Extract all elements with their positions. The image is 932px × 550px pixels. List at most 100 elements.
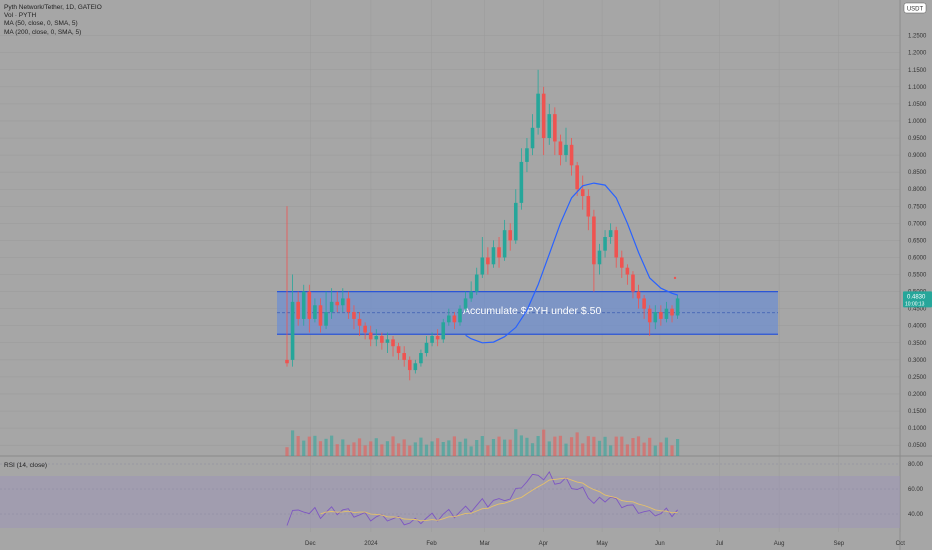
symbol-label[interactable]: Pyth Network/Tether, 1D, GATEIO (4, 4, 102, 11)
candle-body[interactable] (647, 308, 652, 323)
volume-label[interactable]: Vol · PYTH (4, 12, 37, 20)
candle-body[interactable] (659, 312, 663, 319)
candle-body[interactable] (586, 196, 591, 217)
candle-body[interactable] (664, 308, 669, 319)
candle-body[interactable] (614, 230, 619, 258)
volume-bar (547, 441, 551, 456)
candle-body[interactable] (357, 318, 362, 326)
candle-body[interactable] (486, 257, 490, 265)
currency-badge[interactable] (903, 2, 927, 14)
candle-body[interactable] (374, 335, 379, 340)
candle-body[interactable] (620, 257, 624, 268)
volume-bar (659, 442, 663, 456)
candle-body[interactable] (558, 141, 563, 156)
candle-body[interactable] (541, 93, 546, 139)
volume-bar (519, 435, 523, 456)
candle-body[interactable] (463, 298, 468, 309)
candle-body[interactable] (592, 216, 596, 265)
candle-body[interactable] (402, 353, 406, 360)
candle-body[interactable] (603, 237, 607, 251)
chart-legend: Pyth Network/Tether, 1D, GATEIO Vol · PY… (4, 4, 102, 37)
candle-body[interactable] (329, 301, 334, 313)
candle-body[interactable] (385, 339, 390, 343)
candle-body[interactable] (363, 325, 367, 333)
candle-body[interactable] (502, 230, 507, 258)
candle-body[interactable] (625, 267, 630, 275)
candle-body[interactable] (447, 315, 451, 323)
candle-body[interactable] (435, 335, 440, 340)
candle-body[interactable] (296, 301, 300, 319)
candle-body[interactable] (564, 144, 568, 156)
candle-body[interactable] (458, 308, 462, 323)
candle-body[interactable] (318, 305, 323, 326)
candle-body[interactable] (642, 298, 646, 309)
rsi-line[interactable] (286, 470, 678, 526)
volume-bar (480, 436, 484, 456)
candle-body[interactable] (636, 291, 641, 299)
candle-body[interactable] (324, 312, 328, 326)
candle-body[interactable] (441, 322, 446, 340)
candle-body[interactable] (307, 291, 312, 319)
volume-bar (335, 444, 339, 456)
candle-body[interactable] (424, 342, 429, 354)
candle-body[interactable] (290, 301, 295, 360)
candle-body[interactable] (407, 359, 412, 371)
candle-body[interactable] (519, 161, 524, 203)
candle-body[interactable] (547, 114, 552, 139)
candle-body[interactable] (341, 298, 345, 306)
candle-body[interactable] (285, 359, 289, 364)
volume-bar (642, 442, 646, 456)
candle-body[interactable] (413, 363, 418, 371)
y-tick-label: 1.1500 (908, 68, 927, 74)
candle-body[interactable] (480, 257, 485, 275)
candle-body[interactable] (491, 247, 496, 265)
ma-line[interactable] (465, 182, 678, 344)
rsi-legend[interactable]: RSI (14, close) (4, 462, 47, 469)
candle-body[interactable] (391, 339, 395, 347)
candle-body[interactable] (653, 312, 658, 323)
candle-body[interactable] (474, 274, 479, 292)
candle-body[interactable] (513, 202, 518, 241)
volume-bar (385, 441, 390, 456)
candle-body[interactable] (497, 247, 501, 258)
candle-body[interactable] (380, 335, 384, 343)
volume-bar (452, 436, 456, 456)
candle-body[interactable] (313, 305, 317, 319)
volume-bar (514, 429, 518, 456)
candle-body[interactable] (352, 312, 356, 319)
candle-body[interactable] (553, 114, 557, 142)
volume-bar (436, 438, 440, 456)
candle-body[interactable] (452, 315, 457, 323)
candle-body[interactable] (469, 291, 473, 299)
volume-bar (302, 440, 306, 456)
candle-body[interactable] (580, 189, 585, 197)
candle-body[interactable] (335, 301, 340, 306)
candle-body[interactable] (301, 291, 306, 319)
volume-bar (397, 443, 401, 456)
candle-body[interactable] (368, 332, 373, 340)
rsi-tick-label: 40.00 (908, 512, 924, 518)
ma200-label[interactable]: MA (200, close, 0, SMA, 5) (4, 28, 82, 36)
candle-body[interactable] (419, 353, 423, 364)
candle-body[interactable] (608, 230, 613, 237)
candle-body[interactable] (525, 148, 529, 162)
candle-body[interactable] (631, 274, 635, 292)
volume-bar (357, 438, 362, 456)
candle-body[interactable] (569, 144, 574, 166)
candle-body[interactable] (575, 165, 579, 190)
candle-body[interactable] (430, 335, 434, 343)
candle-body[interactable] (346, 298, 351, 313)
x-tick-label: Sep (833, 541, 844, 547)
x-tick-label: Mar (479, 541, 489, 547)
volume-bar (581, 443, 585, 456)
candle-body[interactable] (670, 308, 674, 316)
candle-body[interactable] (597, 250, 602, 265)
candle-body[interactable] (530, 127, 535, 149)
candle-body[interactable] (508, 230, 512, 241)
ma50-label[interactable]: MA (50, close, 0, SMA, 5) (4, 20, 78, 28)
candle-body[interactable] (396, 346, 401, 354)
candle-body[interactable] (536, 93, 540, 128)
candle-body[interactable] (675, 298, 680, 316)
